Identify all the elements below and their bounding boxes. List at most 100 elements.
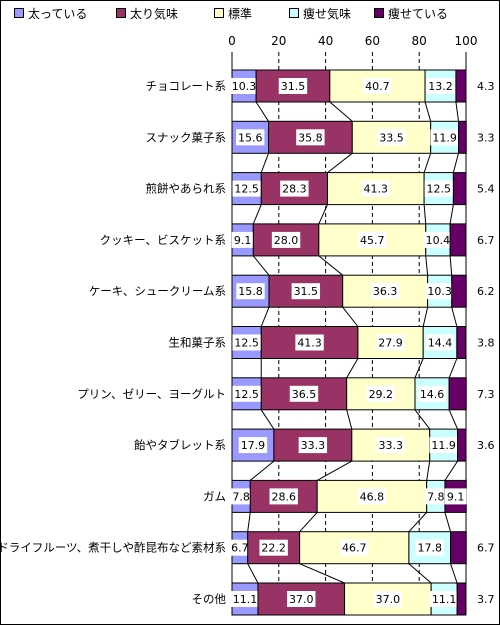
value-label-bg (269, 488, 298, 505)
value-label-bg (232, 334, 261, 351)
bar-segment (450, 531, 467, 565)
legend-item-yaseteiru: 痩せている (374, 6, 449, 21)
value-label: 31.5 (281, 80, 306, 93)
value-label-bg (429, 591, 459, 607)
value-label: 15.8 (238, 285, 263, 298)
category-label: その他 (192, 592, 227, 606)
series-connector-line (414, 358, 424, 378)
series-connector-line (249, 460, 275, 481)
category-label: スナック菓子系 (146, 130, 227, 144)
value-label-bg (476, 591, 498, 607)
legend-swatch-yasegimi (289, 8, 299, 18)
legend-label-futotteiru: 太っている (28, 6, 88, 21)
series-connector-line (329, 101, 353, 122)
series-connector-line (408, 563, 432, 584)
series-connector-line (255, 101, 269, 122)
value-label-bg (357, 488, 387, 505)
value-label-bg (423, 231, 453, 248)
series-connector-line (449, 255, 453, 276)
value-label: 45.7 (360, 234, 385, 247)
series-connector-line (422, 307, 429, 327)
value-label-bg (429, 437, 458, 454)
legend: 太っている 太り気味 標準 痩せ気味 痩せている (0, 0, 500, 26)
value-label: 3.7 (477, 593, 495, 606)
legend-swatch-futorigimi (116, 8, 126, 18)
value-label-bg (377, 129, 406, 146)
value-label-bg (296, 129, 325, 146)
series-connector-line (408, 512, 428, 533)
value-label-bg (424, 180, 453, 197)
value-label-bg (476, 283, 498, 300)
value-label-bg (476, 231, 498, 248)
value-label-bg (424, 488, 447, 505)
value-label-bg (426, 78, 455, 94)
legend-label-yaseteiru: 痩せている (388, 6, 449, 21)
value-label: 35.8 (298, 131, 323, 144)
value-label-bg (232, 180, 261, 197)
series-connector-line (452, 153, 459, 173)
value-label: 11.1 (233, 593, 258, 606)
value-label: 7.8 (427, 490, 445, 503)
value-label-bg (425, 283, 454, 300)
value-label-bg (415, 539, 444, 556)
series-connector-line (455, 101, 460, 122)
bar-segment (456, 326, 467, 359)
value-label: 6.7 (477, 234, 495, 247)
series-connector-line (444, 512, 452, 532)
series-connector-line (423, 204, 427, 224)
x-tick-label: 20 (271, 34, 286, 48)
value-label: 37.0 (376, 593, 401, 606)
value-label: 6.7 (477, 542, 495, 555)
value-label-bg (340, 539, 369, 556)
value-label-bg (476, 385, 498, 402)
value-label: 3.8 (477, 337, 495, 350)
value-label-bg (430, 129, 459, 146)
value-label-bg (476, 180, 498, 197)
value-label-bg (376, 334, 405, 351)
value-label-bg (363, 78, 392, 94)
x-tick-label: 40 (318, 34, 333, 48)
bar-segment (449, 223, 467, 257)
x-tick-label: 0 (228, 34, 236, 48)
value-label-bg (376, 437, 405, 454)
value-label: 27.9 (378, 337, 403, 350)
value-label-bg (373, 591, 403, 607)
value-label-bg (287, 591, 316, 607)
value-label: 9.1 (234, 234, 252, 247)
value-label-bg (259, 539, 288, 556)
value-label-bg (271, 231, 301, 248)
category-label: クッキー、ビスケット系 (100, 233, 226, 247)
series-connector-line (316, 460, 353, 481)
series-connector-line (342, 306, 359, 327)
value-label-bg (238, 437, 268, 454)
series-connector-line (448, 358, 458, 378)
value-label-bg (298, 437, 328, 454)
series-connector-line (425, 255, 429, 276)
category-label: 生和菓子系 (169, 336, 227, 350)
series-connector-line (299, 512, 318, 533)
x-tick-label: 60 (365, 34, 380, 48)
value-label-bg (236, 129, 265, 146)
value-label-bg (370, 283, 400, 300)
value-label: 4.3 (477, 80, 495, 93)
series-connector-line (327, 152, 353, 173)
value-label-bg (229, 78, 259, 94)
value-label: 14.6 (420, 388, 445, 401)
series-connector-line (426, 461, 431, 481)
value-label: 7.8 (232, 490, 250, 503)
value-label-bg (231, 231, 254, 248)
series-connector-line (346, 409, 353, 430)
value-label-bg (476, 437, 498, 454)
value-label-bg (425, 334, 455, 351)
x-tick-label: 80 (412, 34, 427, 48)
value-label-bg (278, 78, 308, 94)
bar-segment (448, 377, 467, 411)
legend-item-futotteiru: 太っている (14, 6, 88, 21)
value-label: 6.2 (477, 285, 495, 298)
value-label-bg (232, 385, 261, 402)
value-label: 7.3 (477, 388, 495, 401)
series-connector-line (252, 204, 262, 225)
series-connector-line (450, 563, 458, 584)
series-connector-line (299, 563, 345, 584)
